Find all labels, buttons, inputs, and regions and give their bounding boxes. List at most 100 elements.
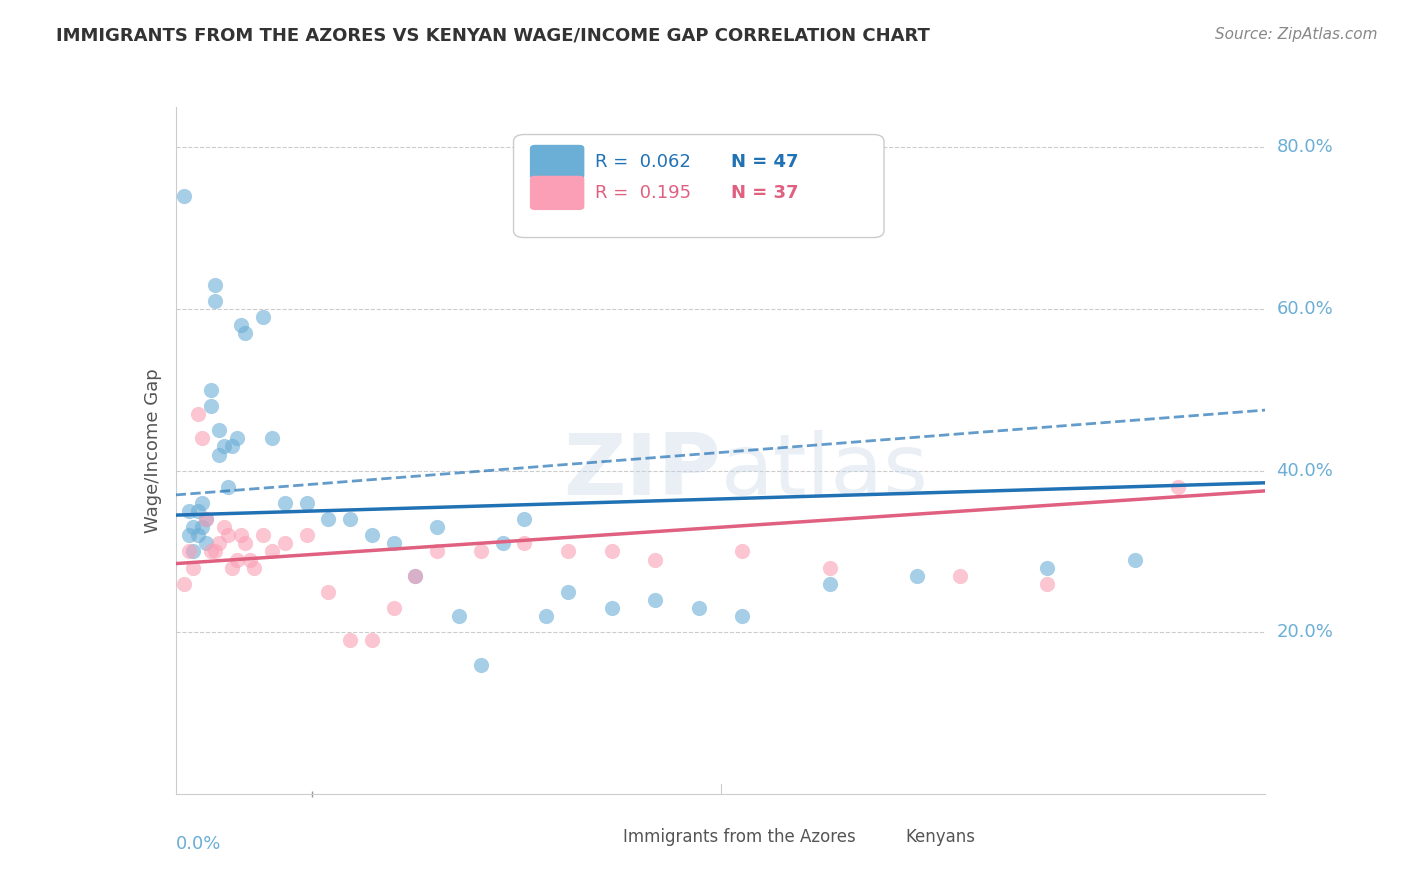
Point xyxy=(181,520,204,534)
Point xyxy=(274,496,297,510)
FancyBboxPatch shape xyxy=(530,145,585,179)
Point xyxy=(600,544,623,558)
Point xyxy=(239,552,262,566)
Point xyxy=(204,544,226,558)
Point xyxy=(274,536,297,550)
Point xyxy=(382,601,405,615)
Point xyxy=(235,326,257,341)
Point xyxy=(600,601,623,615)
Point xyxy=(208,423,231,437)
Point xyxy=(191,496,214,510)
Point xyxy=(208,448,231,462)
Point xyxy=(200,544,222,558)
Point xyxy=(177,528,200,542)
Point xyxy=(221,560,243,574)
Point xyxy=(731,609,754,624)
Text: 20.0%: 20.0% xyxy=(1277,624,1333,641)
Point xyxy=(818,576,841,591)
Point xyxy=(173,189,195,203)
Text: Kenyans: Kenyans xyxy=(905,828,976,847)
FancyBboxPatch shape xyxy=(513,135,884,237)
Point xyxy=(318,585,340,599)
Point xyxy=(252,310,274,325)
Point xyxy=(221,439,243,453)
Point xyxy=(534,609,557,624)
Point xyxy=(195,512,218,526)
Point xyxy=(644,593,666,607)
Point xyxy=(217,480,239,494)
Point xyxy=(818,560,841,574)
Point xyxy=(200,383,222,397)
Point xyxy=(470,657,492,672)
Text: Immigrants from the Azores: Immigrants from the Azores xyxy=(623,828,855,847)
FancyBboxPatch shape xyxy=(870,822,904,851)
Text: 0.0%: 0.0% xyxy=(176,835,221,853)
Point xyxy=(513,536,536,550)
Point xyxy=(177,504,200,518)
Point xyxy=(225,431,247,445)
Point xyxy=(252,528,274,542)
Text: 60.0%: 60.0% xyxy=(1277,300,1333,318)
Point xyxy=(360,528,382,542)
Point xyxy=(447,609,470,624)
Text: IMMIGRANTS FROM THE AZORES VS KENYAN WAGE/INCOME GAP CORRELATION CHART: IMMIGRANTS FROM THE AZORES VS KENYAN WAG… xyxy=(56,27,931,45)
Point xyxy=(243,560,266,574)
Point xyxy=(186,528,209,542)
Point xyxy=(186,504,209,518)
Point xyxy=(1167,480,1189,494)
Point xyxy=(235,536,257,550)
Point xyxy=(339,633,361,648)
FancyBboxPatch shape xyxy=(530,176,585,211)
Point xyxy=(360,633,382,648)
Point xyxy=(200,399,222,413)
Point xyxy=(557,585,579,599)
Point xyxy=(212,520,235,534)
Point xyxy=(186,407,209,421)
Point xyxy=(204,277,226,292)
Point xyxy=(173,576,195,591)
Point xyxy=(260,544,283,558)
Point xyxy=(949,568,972,582)
Point xyxy=(217,528,239,542)
Point xyxy=(644,552,666,566)
Point xyxy=(513,512,536,526)
Point xyxy=(318,512,340,526)
Point xyxy=(1036,576,1059,591)
Point xyxy=(191,431,214,445)
Text: R =  0.195: R = 0.195 xyxy=(595,184,692,202)
Text: Source: ZipAtlas.com: Source: ZipAtlas.com xyxy=(1215,27,1378,42)
Text: atlas: atlas xyxy=(721,430,928,513)
FancyBboxPatch shape xyxy=(586,822,620,851)
Point xyxy=(181,560,204,574)
Point xyxy=(191,520,214,534)
Point xyxy=(225,552,247,566)
Point xyxy=(339,512,361,526)
Y-axis label: Wage/Income Gap: Wage/Income Gap xyxy=(143,368,162,533)
Text: N = 37: N = 37 xyxy=(731,184,799,202)
Text: 40.0%: 40.0% xyxy=(1277,462,1333,480)
Text: ZIP: ZIP xyxy=(562,430,721,513)
Point xyxy=(405,568,427,582)
Point xyxy=(470,544,492,558)
Point xyxy=(1036,560,1059,574)
Point xyxy=(382,536,405,550)
Point xyxy=(295,528,318,542)
Point xyxy=(731,544,754,558)
Point xyxy=(208,536,231,550)
Text: N = 47: N = 47 xyxy=(731,153,799,171)
Point xyxy=(405,568,427,582)
Point xyxy=(181,544,204,558)
Point xyxy=(557,544,579,558)
Point xyxy=(177,544,200,558)
Point xyxy=(195,512,218,526)
Point xyxy=(231,528,253,542)
Point xyxy=(688,601,710,615)
Point xyxy=(212,439,235,453)
Point xyxy=(492,536,515,550)
Point xyxy=(231,318,253,333)
Point xyxy=(905,568,928,582)
Point xyxy=(1123,552,1146,566)
Text: R =  0.062: R = 0.062 xyxy=(595,153,692,171)
Point xyxy=(295,496,318,510)
Point xyxy=(195,536,218,550)
